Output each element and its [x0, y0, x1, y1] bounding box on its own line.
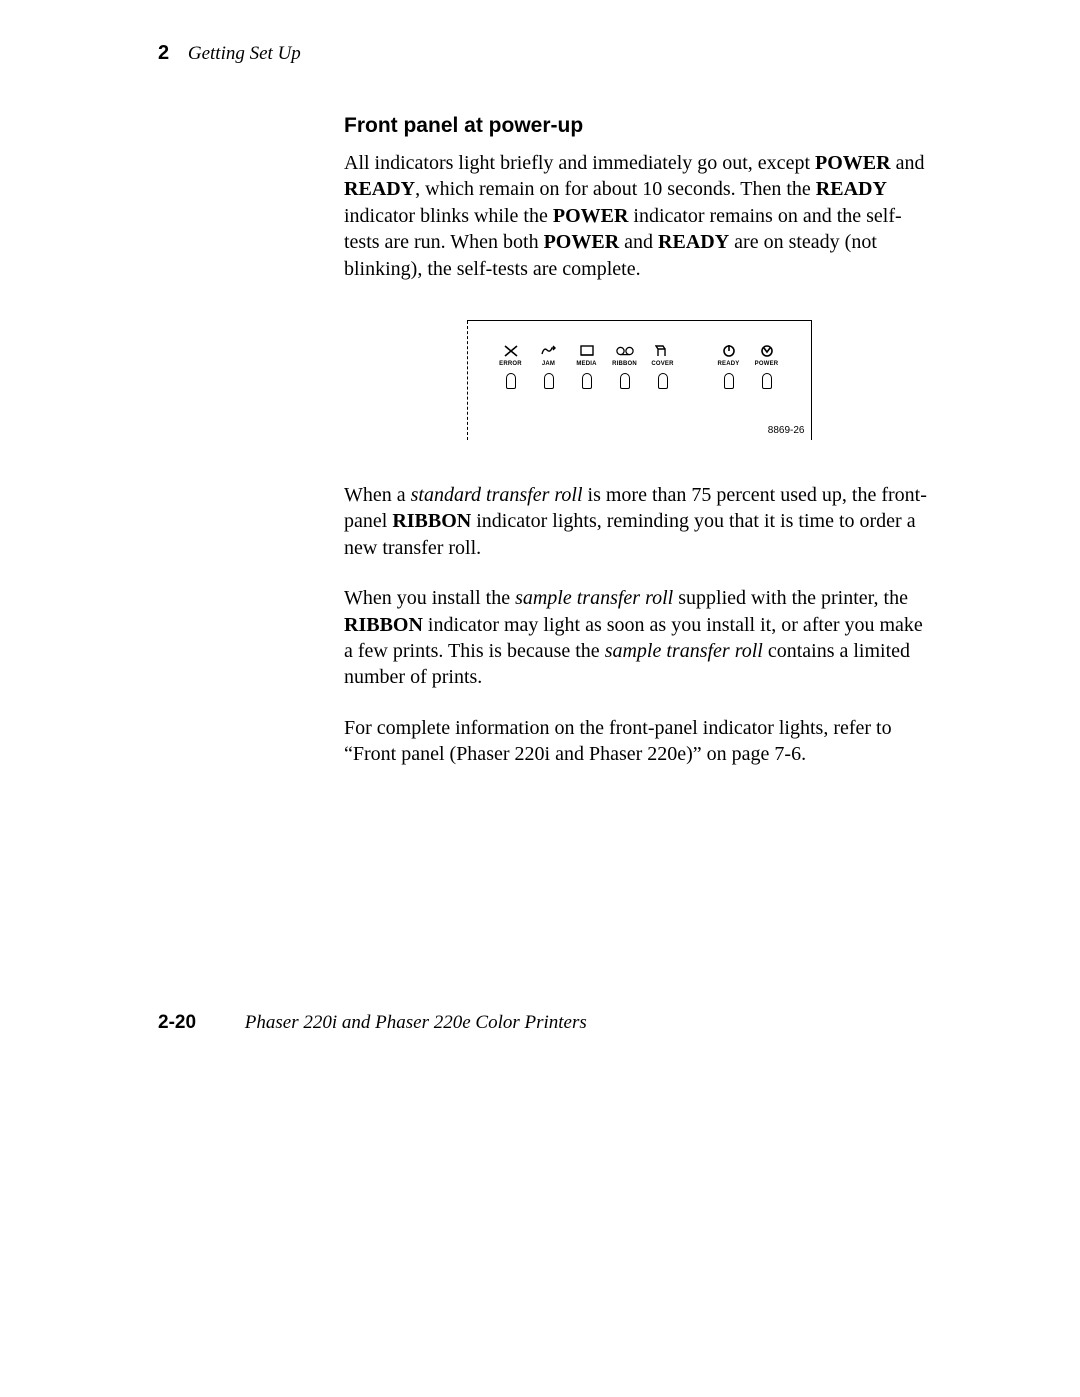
ribbon-icon	[616, 343, 634, 359]
section-heading: Front panel at power-up	[344, 114, 934, 138]
figure-number: 8869-26	[768, 425, 805, 436]
paragraph-2: When a standard transfer roll is more th…	[344, 482, 934, 561]
page-number: 2-20	[158, 1012, 196, 1033]
text: and	[891, 152, 925, 174]
book-title: Phaser 220i and Phaser 220e Color Printe…	[245, 1012, 587, 1033]
media-icon	[578, 343, 596, 359]
indicator-label: JAM	[542, 361, 555, 367]
paragraph-4: For complete information on the front-pa…	[344, 715, 934, 768]
italic-text: standard transfer roll	[411, 484, 583, 506]
indicator-label: READY	[717, 361, 739, 367]
page-header: 2 Getting Set Up	[158, 42, 301, 65]
text: When a	[344, 484, 411, 506]
indicator-button	[658, 373, 668, 389]
bold-ribbon: RIBBON	[392, 510, 471, 532]
italic-text: sample transfer roll	[515, 587, 673, 609]
bold-ready: READY	[658, 231, 729, 253]
front-panel-figure: ERROR JAM	[467, 320, 812, 440]
text: supplied with the printer, the	[673, 587, 908, 609]
text: and	[619, 231, 658, 253]
indicator-label: MEDIA	[576, 361, 596, 367]
figure-wrapper: ERROR JAM	[344, 320, 934, 440]
ready-icon	[720, 343, 738, 359]
indicator-ribbon: RIBBON	[611, 343, 639, 389]
text: All indicators light briefly and immedia…	[344, 152, 815, 174]
indicator-group-right: READY POWER	[715, 343, 781, 389]
bold-power: POWER	[544, 231, 620, 253]
paragraph-1: All indicators light briefly and immedia…	[344, 150, 934, 282]
indicator-label: RIBBON	[612, 361, 637, 367]
indicator-power: POWER	[753, 343, 781, 389]
error-icon	[502, 343, 520, 359]
bold-power: POWER	[815, 152, 891, 174]
chapter-title: Getting Set Up	[188, 43, 301, 64]
indicator-ready: READY	[715, 343, 743, 389]
bold-ribbon: RIBBON	[344, 614, 423, 636]
bold-ready: READY	[816, 178, 887, 200]
text: indicator blinks while the	[344, 205, 553, 227]
indicator-button	[506, 373, 516, 389]
italic-text: sample transfer roll	[605, 640, 763, 662]
indicator-error: ERROR	[497, 343, 525, 389]
indicator-button	[762, 373, 772, 389]
paragraph-3: When you install the sample transfer rol…	[344, 585, 934, 691]
indicator-button	[724, 373, 734, 389]
cover-icon	[654, 343, 672, 359]
bold-ready: READY	[344, 178, 415, 200]
text: , which remain on for about 10 seconds. …	[415, 178, 816, 200]
indicator-button	[582, 373, 592, 389]
indicator-cover: COVER	[649, 343, 677, 389]
indicator-label: COVER	[651, 361, 673, 367]
indicator-label: ERROR	[499, 361, 522, 367]
indicator-jam: JAM	[535, 343, 563, 389]
jam-icon	[540, 343, 558, 359]
indicator-button	[620, 373, 630, 389]
indicator-row: ERROR JAM	[467, 343, 811, 389]
indicator-group-left: ERROR JAM	[497, 343, 677, 389]
main-content: Front panel at power-up All indicators l…	[344, 114, 934, 791]
indicator-label: POWER	[755, 361, 779, 367]
indicator-media: MEDIA	[573, 343, 601, 389]
power-icon	[758, 343, 776, 359]
chapter-number: 2	[158, 42, 169, 64]
page-footer: 2-20 Phaser 220i and Phaser 220e Color P…	[158, 1012, 587, 1034]
indicator-button	[544, 373, 554, 389]
text: When you install the	[344, 587, 515, 609]
bold-power: POWER	[553, 205, 629, 227]
